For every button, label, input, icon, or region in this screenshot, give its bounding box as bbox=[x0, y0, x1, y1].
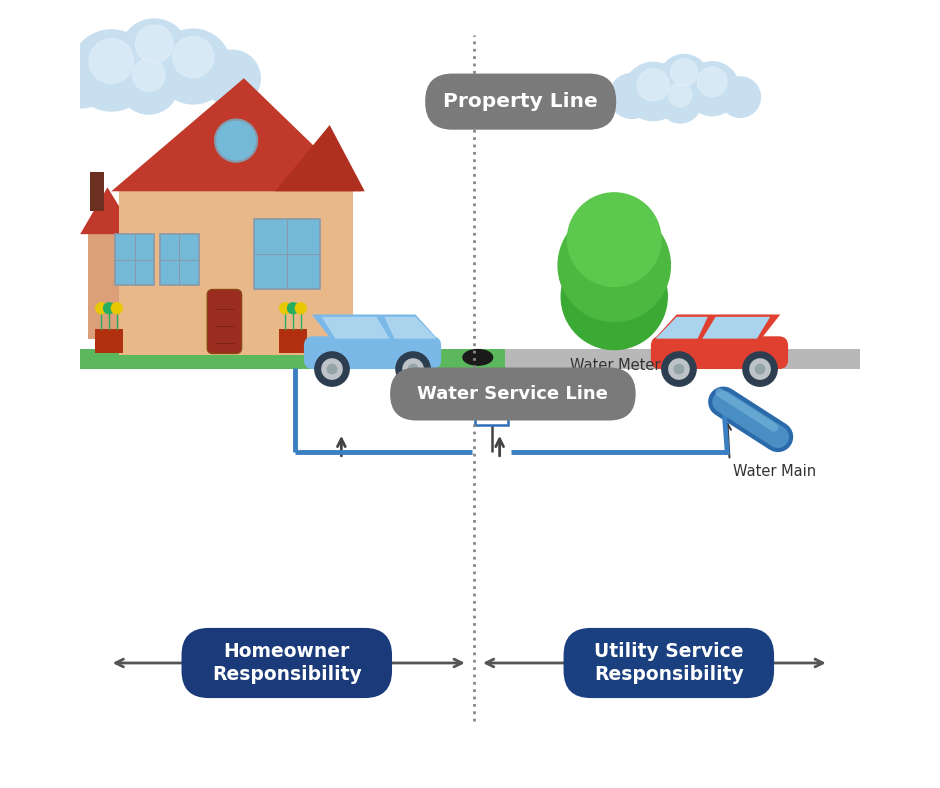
Polygon shape bbox=[653, 314, 780, 340]
Circle shape bbox=[288, 303, 299, 314]
Circle shape bbox=[280, 303, 290, 314]
Text: Property Line: Property Line bbox=[444, 92, 598, 111]
Circle shape bbox=[662, 352, 697, 386]
Polygon shape bbox=[275, 125, 365, 191]
FancyBboxPatch shape bbox=[425, 73, 617, 130]
Circle shape bbox=[568, 193, 661, 286]
FancyBboxPatch shape bbox=[119, 191, 353, 355]
Circle shape bbox=[89, 39, 133, 84]
Circle shape bbox=[558, 210, 670, 322]
Circle shape bbox=[670, 59, 697, 86]
Circle shape bbox=[743, 352, 777, 386]
FancyBboxPatch shape bbox=[116, 234, 154, 284]
Circle shape bbox=[668, 83, 692, 106]
FancyBboxPatch shape bbox=[181, 628, 392, 698]
FancyBboxPatch shape bbox=[160, 234, 198, 284]
FancyBboxPatch shape bbox=[279, 329, 307, 354]
FancyBboxPatch shape bbox=[476, 397, 509, 426]
Circle shape bbox=[315, 352, 349, 386]
Circle shape bbox=[51, 46, 113, 108]
Circle shape bbox=[96, 303, 106, 314]
Polygon shape bbox=[321, 317, 390, 339]
Circle shape bbox=[119, 55, 179, 114]
Circle shape bbox=[697, 67, 727, 97]
Text: Utility Service
Responsibility: Utility Service Responsibility bbox=[594, 641, 744, 684]
Polygon shape bbox=[312, 314, 439, 340]
Text: Water Meter: Water Meter bbox=[570, 359, 660, 374]
Circle shape bbox=[103, 303, 115, 314]
Circle shape bbox=[685, 61, 739, 116]
FancyBboxPatch shape bbox=[95, 329, 123, 354]
Circle shape bbox=[674, 364, 683, 374]
Text: Homeowner
Responsibility: Homeowner Responsibility bbox=[212, 641, 362, 684]
Circle shape bbox=[609, 73, 654, 118]
Circle shape bbox=[669, 359, 689, 379]
Circle shape bbox=[120, 19, 189, 87]
Circle shape bbox=[720, 77, 760, 117]
Circle shape bbox=[135, 25, 173, 63]
Circle shape bbox=[561, 243, 667, 350]
Polygon shape bbox=[702, 317, 770, 339]
Circle shape bbox=[295, 303, 306, 314]
FancyBboxPatch shape bbox=[254, 218, 321, 288]
Circle shape bbox=[70, 30, 152, 111]
FancyBboxPatch shape bbox=[564, 628, 774, 698]
Polygon shape bbox=[384, 317, 436, 339]
Circle shape bbox=[204, 50, 260, 106]
Circle shape bbox=[111, 303, 122, 314]
Circle shape bbox=[750, 359, 770, 379]
FancyBboxPatch shape bbox=[390, 367, 635, 421]
FancyBboxPatch shape bbox=[89, 172, 103, 210]
FancyBboxPatch shape bbox=[604, 281, 624, 355]
Circle shape bbox=[756, 364, 765, 374]
Circle shape bbox=[637, 69, 669, 101]
Ellipse shape bbox=[463, 350, 493, 365]
Circle shape bbox=[156, 29, 230, 104]
Circle shape bbox=[327, 364, 337, 374]
Text: Water Service Line: Water Service Line bbox=[417, 385, 608, 403]
Circle shape bbox=[173, 36, 213, 78]
FancyBboxPatch shape bbox=[207, 289, 242, 354]
Circle shape bbox=[133, 59, 165, 91]
Polygon shape bbox=[111, 78, 361, 191]
Circle shape bbox=[659, 54, 709, 104]
Circle shape bbox=[396, 352, 431, 386]
Circle shape bbox=[659, 80, 701, 123]
Circle shape bbox=[321, 359, 342, 379]
FancyBboxPatch shape bbox=[505, 349, 860, 369]
FancyBboxPatch shape bbox=[80, 349, 860, 369]
Polygon shape bbox=[80, 188, 136, 234]
Circle shape bbox=[215, 120, 258, 162]
Circle shape bbox=[403, 359, 423, 379]
FancyBboxPatch shape bbox=[304, 336, 441, 369]
Circle shape bbox=[624, 62, 682, 121]
Text: Water Main: Water Main bbox=[733, 464, 816, 479]
FancyBboxPatch shape bbox=[88, 234, 127, 340]
Circle shape bbox=[408, 364, 417, 374]
Polygon shape bbox=[655, 317, 708, 339]
Text: M: M bbox=[485, 404, 499, 418]
FancyBboxPatch shape bbox=[650, 336, 788, 369]
